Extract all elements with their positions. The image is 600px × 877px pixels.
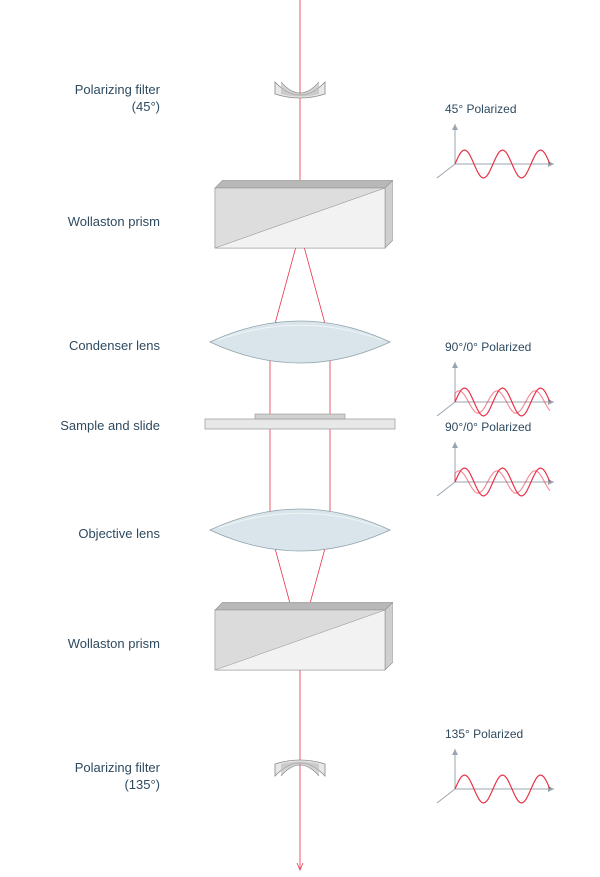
wave-label-wave_90a: 90°/0° Polarized [445,340,531,354]
label-condenser: Condenser lens [0,338,160,355]
label-woll_prism_bot: Wollaston prism [0,636,160,653]
sample-slide [203,411,397,438]
wave-label-wave_45: 45° Polarized [445,102,517,116]
label-pol_filter_top: Polarizing filter(45°) [0,82,160,116]
wave-plot-wave_135 [430,741,560,826]
label-pol_filter_bot: Polarizing filter(135°) [0,760,160,794]
objective-lens [208,507,392,558]
wave-plot-wave_90b [430,434,560,519]
label-objective: Objective lens [0,526,160,543]
polarizing-filter-top [271,73,329,108]
wave-plot-wave_45 [430,116,560,201]
wollaston-prism-bottom [207,602,393,683]
wave-label-wave_90b: 90°/0° Polarized [445,420,531,434]
label-sample: Sample and slide [0,418,160,435]
polarizing-filter-bottom [271,755,329,790]
wave-label-wave_135: 135° Polarized [445,727,523,741]
condenser-lens [208,319,392,370]
wollaston-prism-top [207,180,393,261]
label-woll_prism_top: Wollaston prism [0,214,160,231]
